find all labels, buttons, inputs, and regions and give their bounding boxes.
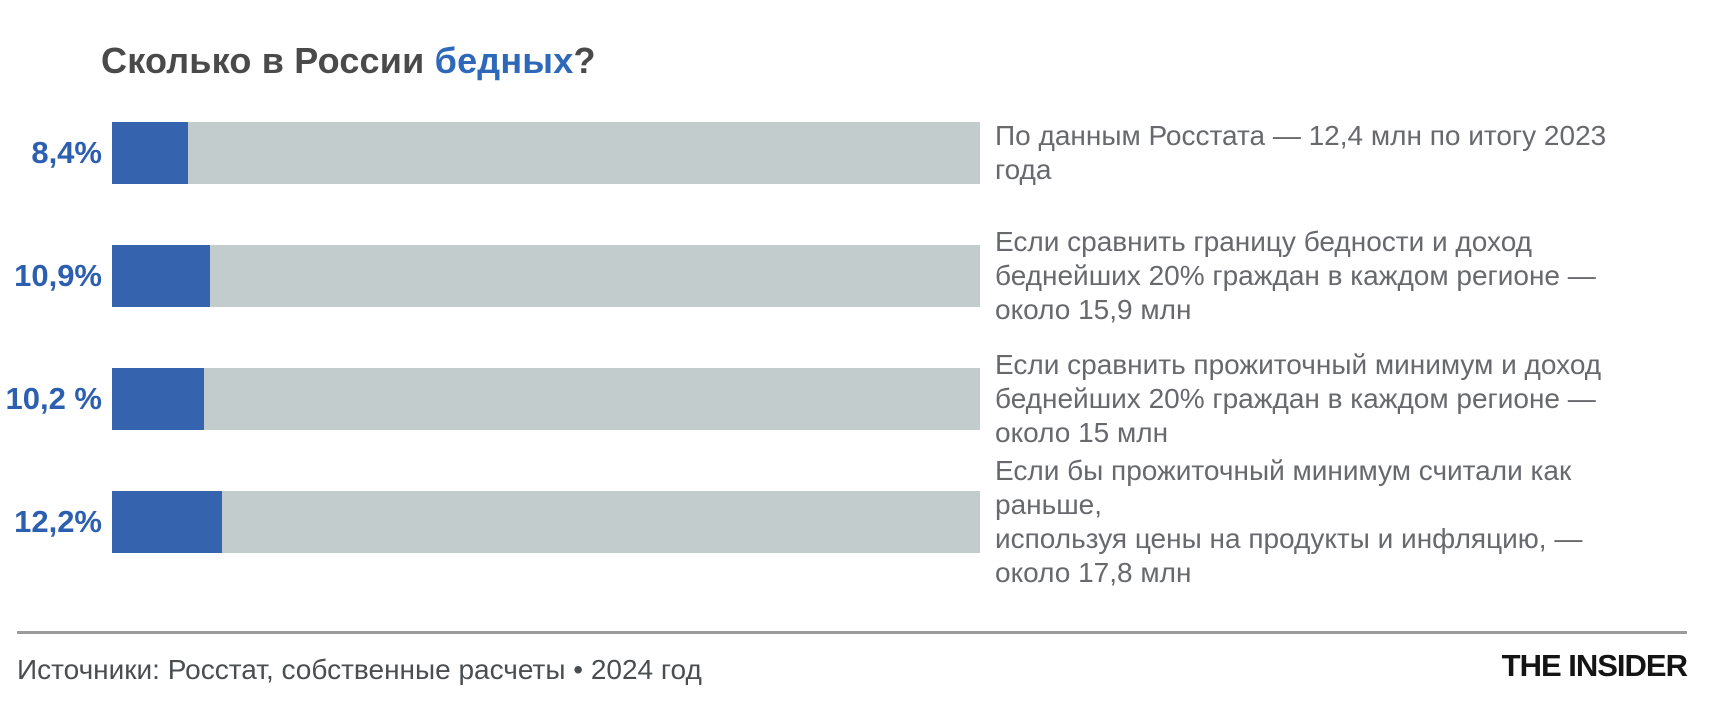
bar-track <box>112 368 980 430</box>
bar-fill <box>112 245 211 307</box>
bar-row: 10,9% Если сравнить границу бедности и д… <box>0 226 1732 325</box>
bar-annotation: По данным Росстата — 12,4 млн по итогу 2… <box>995 120 1607 185</box>
bar-value-label: 10,2 % <box>5 381 102 416</box>
bar-row: 12,2% Если бы прожиточный минимум считал… <box>0 455 1732 588</box>
bar-annotation: Если бы прожиточный минимум считали как … <box>995 455 1583 588</box>
chart-title: Сколько в России бедных? <box>101 40 596 82</box>
bar-fill <box>112 491 222 553</box>
bar-fill <box>112 122 188 184</box>
bar-annotation: Если сравнить границу бедности и доход б… <box>995 226 1596 325</box>
chart-title-highlight: бедных <box>434 40 574 81</box>
bar-annotation: Если сравнить прожиточный минимум и дохо… <box>995 349 1602 448</box>
bar-row: 8,4% По данным Росстата — 12,4 млн по ит… <box>0 120 1732 185</box>
bar-track <box>112 122 980 184</box>
bar-value-label: 12,2% <box>14 504 102 539</box>
chart-title-prefix: Сколько в России <box>101 40 435 81</box>
bar-track <box>112 245 980 307</box>
source-line: Источники: Росстат, собственные расчеты … <box>17 654 702 685</box>
bar-track <box>112 491 980 553</box>
bar-value-label: 10,9% <box>14 258 102 293</box>
bar-row: 10,2 % Если сравнить прожиточный минимум… <box>0 349 1732 448</box>
chart-title-suffix: ? <box>573 40 596 81</box>
bar-value-label: 8,4% <box>31 135 102 170</box>
footer-divider <box>17 631 1687 634</box>
brand-logo: THE INSIDER <box>1501 648 1688 683</box>
bar-fill <box>112 368 204 430</box>
